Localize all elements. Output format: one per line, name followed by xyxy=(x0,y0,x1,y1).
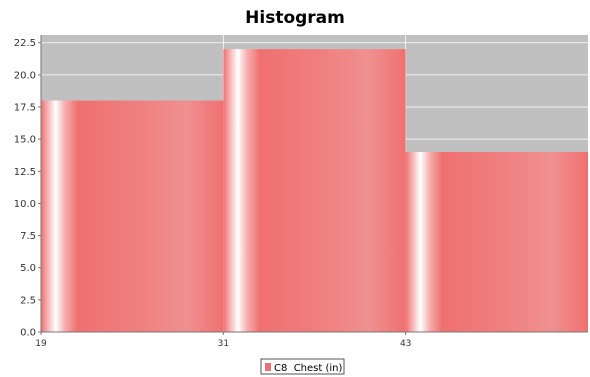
y-tick-label: 2.5 xyxy=(20,295,36,306)
legend-swatch xyxy=(265,363,271,371)
histogram-bar xyxy=(405,152,588,332)
legend-label: C8 Chest (in) xyxy=(274,363,343,374)
y-tick-label: 17.5 xyxy=(14,103,36,114)
histogram-bar xyxy=(41,100,224,332)
y-tick-label: 12.5 xyxy=(14,167,36,178)
x-tick-label: 31 xyxy=(218,339,229,349)
histogram-bar xyxy=(223,49,406,333)
y-tick-label: 22.5 xyxy=(14,38,36,49)
x-tick-label: 43 xyxy=(400,339,411,349)
chart-title: Histogram xyxy=(245,8,345,28)
y-tick-label: 0.0 xyxy=(20,328,36,339)
y-tick-label: 5.0 xyxy=(20,263,36,274)
y-tick-label: 7.5 xyxy=(20,231,36,242)
y-tick-label: 20.0 xyxy=(14,70,36,81)
y-axis-ticks: 0.0 2.5 5.0 7.5 10.0 12.5 15.0 17.5 20.0 22.5 xyxy=(14,35,42,339)
legend: C8 Chest (in) xyxy=(260,358,345,375)
x-axis-ticks: 19 31 43 xyxy=(35,331,588,349)
y-tick-label: 15.0 xyxy=(14,135,36,146)
legend-box xyxy=(260,358,345,375)
y-tick-label: 10.0 xyxy=(14,199,36,210)
bars xyxy=(41,49,588,333)
x-tick-label: 19 xyxy=(35,339,47,349)
